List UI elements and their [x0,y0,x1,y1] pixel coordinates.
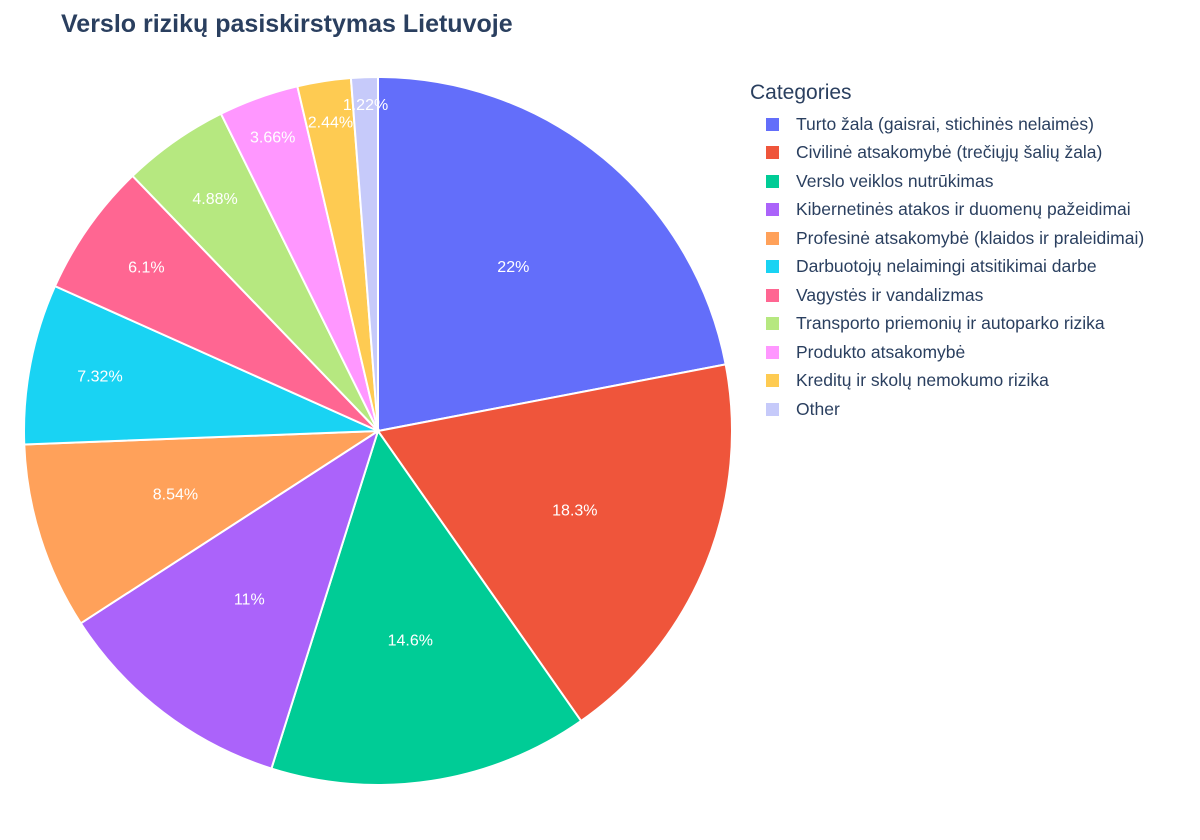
pie-slice-6 [23,284,379,446]
legend-label: Kreditų ir skolų nemokumo rizika [796,370,1049,391]
legend-item[interactable]: Darbuotojų nelaimingi atsitikimai darbe [750,253,1144,282]
slice-label-7: 6.1% [128,260,164,277]
slice-label-3: 14.6% [388,632,433,649]
legend-label: Vagystės ir vandalizmas [796,284,984,305]
legend-item[interactable]: Kibernetinės atakos ir duomenų pažeidima… [750,196,1144,225]
legend-item[interactable]: Verslo veiklos nutrūkimas [750,167,1144,196]
slice-label-10: 2.44% [308,115,353,132]
pie-slice-4 [79,428,380,770]
legend-swatch [766,402,779,416]
legend-label: Produkto atsakomybė [796,341,966,362]
slice-label-11: 1.22% [343,97,388,114]
legend-swatch [766,231,779,245]
legend-label: Other [796,398,840,419]
slice-label-2: 18.3% [552,502,597,519]
legend-swatch [766,146,779,160]
legend-label: Kibernetinės atakos ir duomenų pažeidima… [796,199,1131,220]
legend-item[interactable]: Profesinė atsakomybė (klaidos ir praleid… [750,224,1144,253]
pie-labels: 22% 18.3% 14.6% 11% 8.54% 7.32% 6.1% 4.88% 3.66%… [77,97,597,649]
pie-slice-7 [53,174,379,432]
legend-label: Transporto priemonių ir autoparko rizika [796,313,1105,334]
pie-slice-3 [270,428,583,786]
pie-slice-1 [377,75,727,433]
pie-chart: 22% 18.3% 14.6% 11% 8.54% 7.32% 6.1% 4.88% 3.66%… [23,75,733,786]
slice-label-4: 11% [234,591,265,608]
slice-label-8: 4.88% [192,191,237,208]
slice-label-6: 7.32% [77,369,122,386]
legend-item[interactable]: Produkto atsakomybė [750,338,1144,367]
pie-slice-11 [349,75,379,432]
legend-swatch [766,260,779,274]
legend-item[interactable]: Other [750,395,1144,424]
slice-label-1: 22% [497,259,529,276]
legend-swatch [766,117,779,131]
legend-item[interactable]: Kreditų ir skolų nemokumo rizika [750,367,1144,396]
legend-item[interactable]: Transporto priemonių ir autoparko rizika [750,310,1144,339]
legend-label: Verslo veiklos nutrūkimas [796,170,994,191]
legend-label: Turto žala (gaisrai, stichinės nelaimės) [796,113,1094,134]
legend-swatch [766,345,779,359]
legend-swatch [766,174,779,188]
slice-label-5: 8.54% [153,487,198,504]
legend-item[interactable]: Vagystės ir vandalizmas [750,281,1144,310]
legend-swatch [766,288,779,302]
pie-slices [23,75,733,786]
legend-swatch [766,317,779,331]
legend-swatch [766,203,779,217]
pie-slice-2 [376,363,733,723]
legend-label: Darbuotojų nelaimingi atsitikimai darbe [796,256,1097,277]
chart-title: Verslo rizikų pasiskirstymas Lietuvoje [61,10,513,38]
legend-label: Profesinė atsakomybė (klaidos ir praleid… [796,227,1145,248]
legend-swatch [766,374,779,388]
legend-title: Categories [750,81,852,104]
legend-items: Turto žala (gaisrai, stichinės nelaimės)… [750,110,1144,424]
pie-slice-5 [23,429,382,625]
legend-item[interactable]: Turto žala (gaisrai, stichinės nelaimės) [750,110,1144,139]
legend-item[interactable]: Civilinė atsakomybė (trečiųjų šalių žala… [750,139,1144,168]
slice-label-9: 3.66% [250,129,295,146]
legend-label: Civilinė atsakomybė (trečiųjų šalių žala… [796,142,1103,163]
legend: Categories Turto žala (gaisrai, stichinė… [750,80,1144,424]
